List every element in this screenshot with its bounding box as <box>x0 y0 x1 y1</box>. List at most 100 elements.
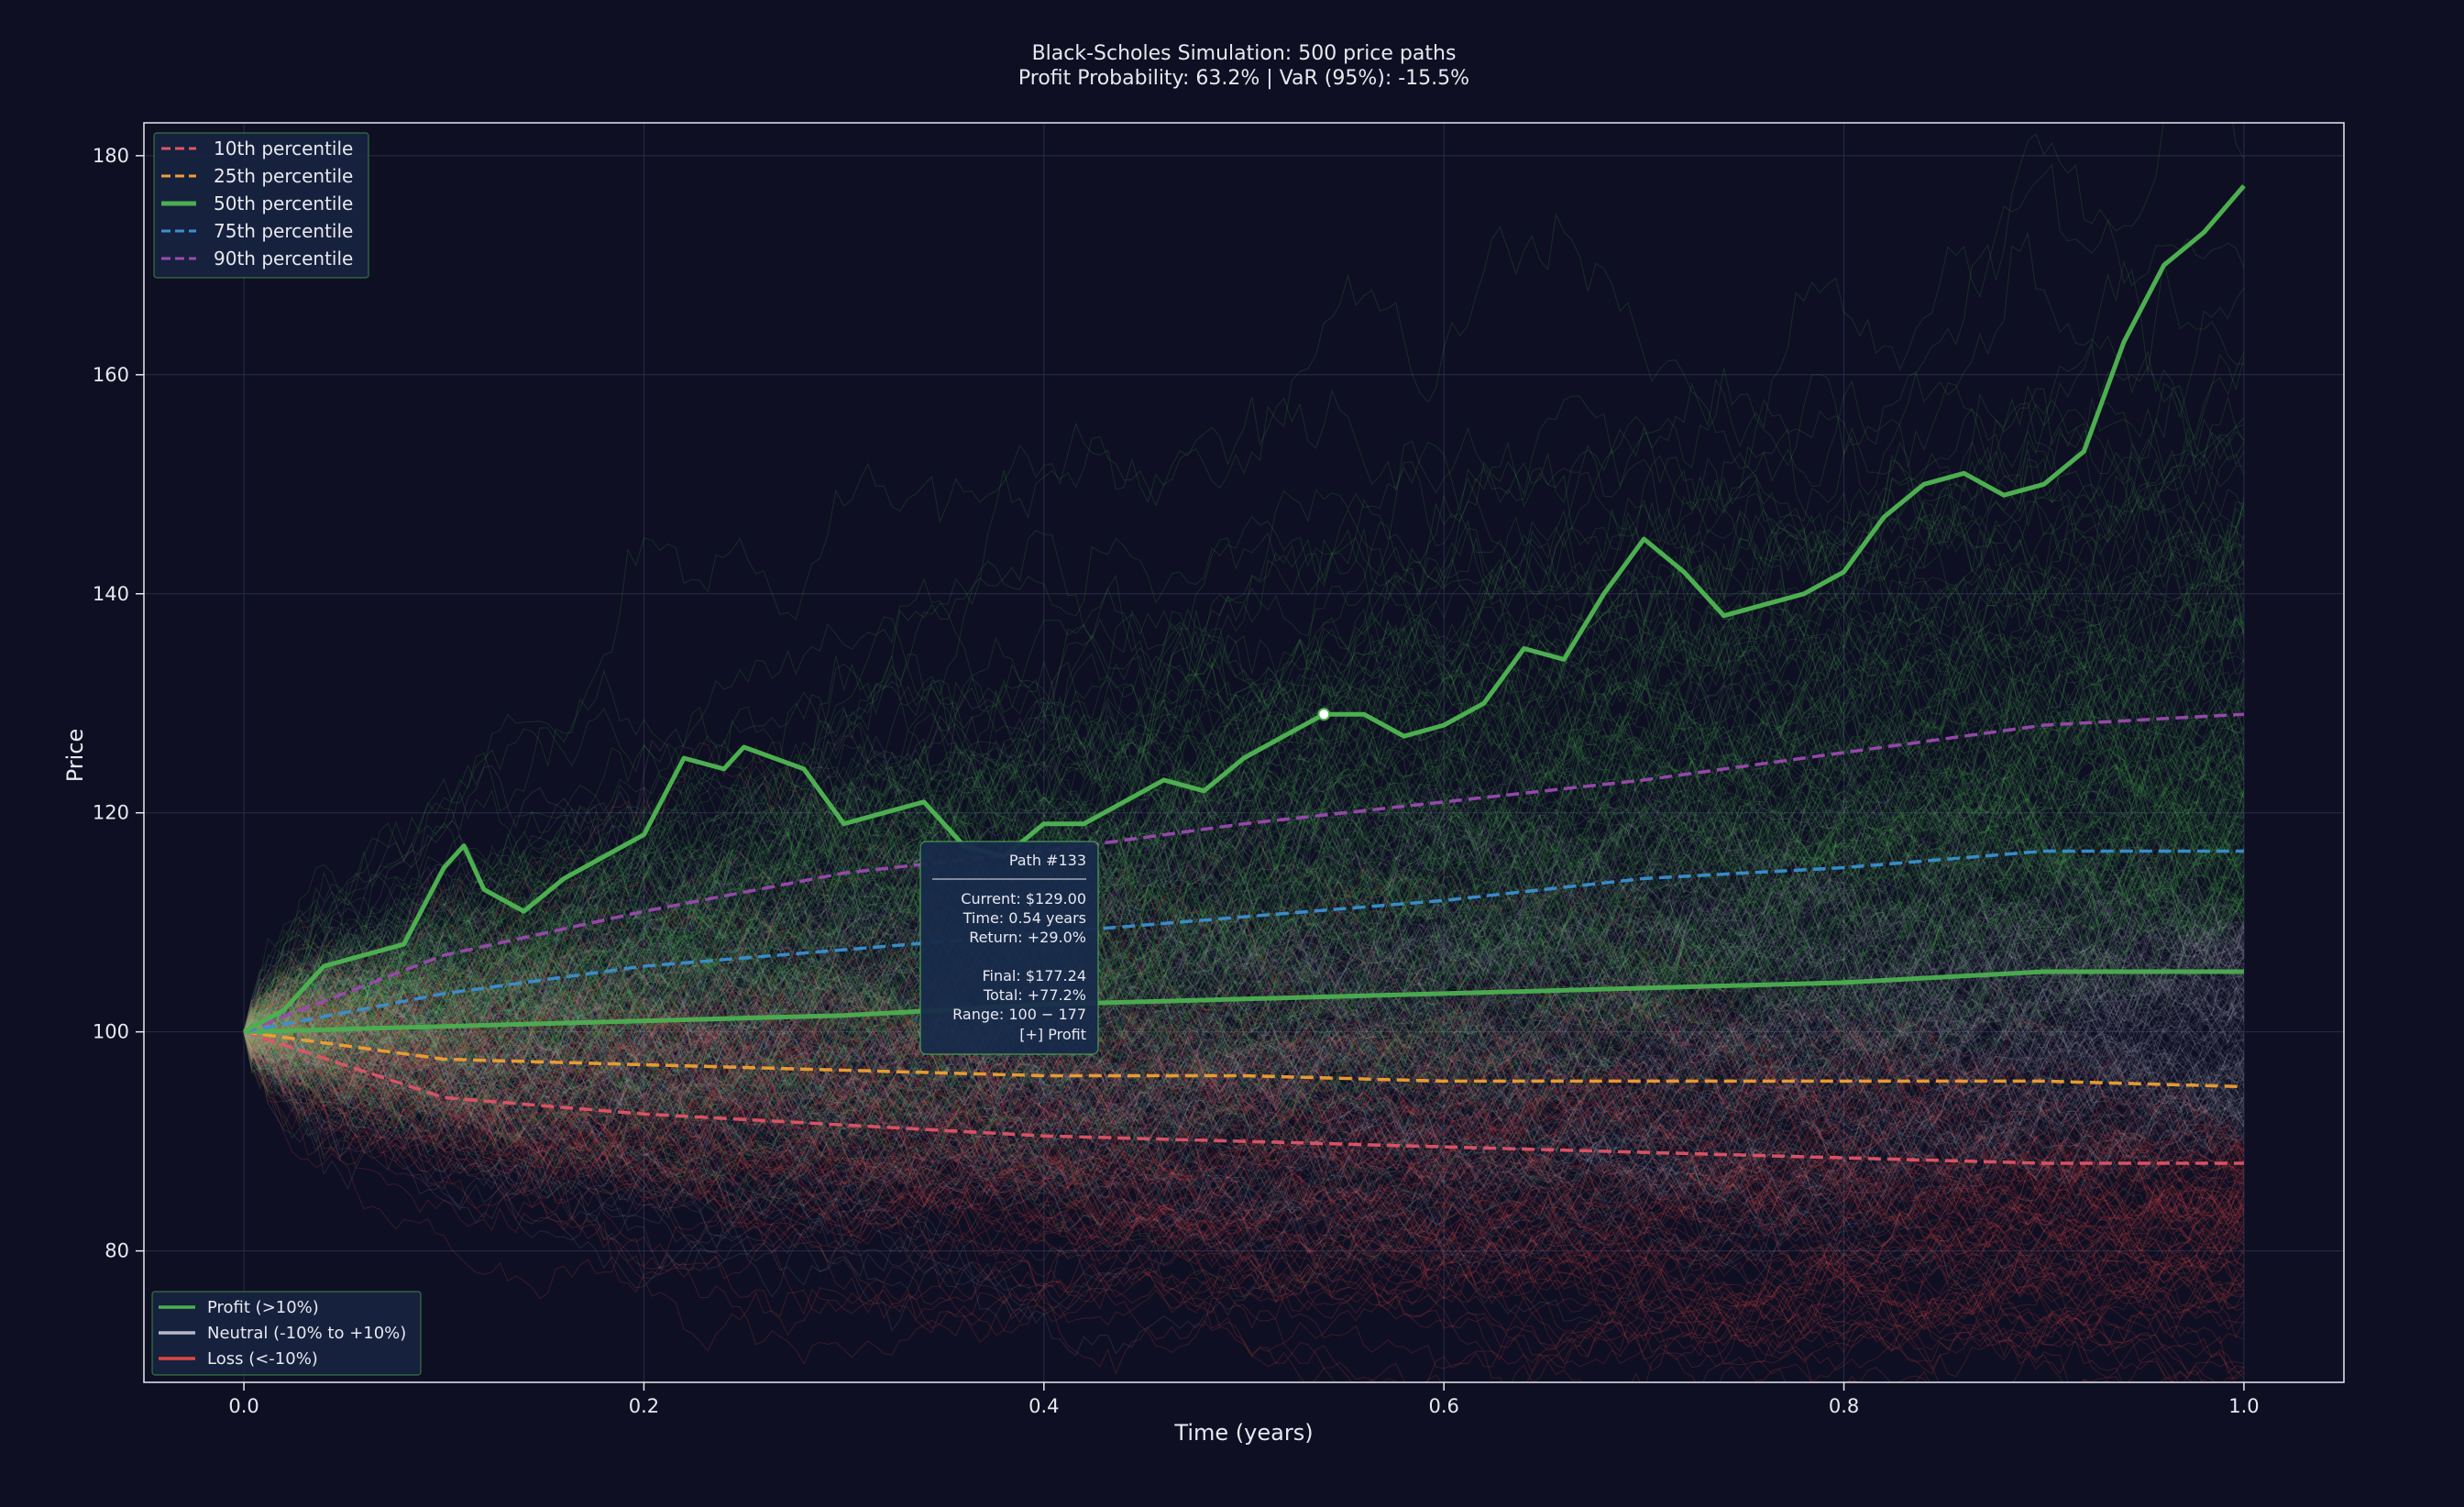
sim-path-170 <box>243 840 2245 1050</box>
sim-path-347 <box>243 1012 2245 1219</box>
sim-path-152 <box>243 970 2244 1210</box>
sim-path-379 <box>243 852 2245 1164</box>
sim-path-417 <box>243 727 2245 1144</box>
sim-path-69 <box>243 658 2245 1088</box>
sim-path-351 <box>243 841 2245 1128</box>
sim-path-166 <box>243 1007 2236 1382</box>
hover-tooltip: Path #133 Current: $129.00 Time: 0.54 ye… <box>919 841 1099 1055</box>
sim-path-337 <box>243 123 2245 1107</box>
sim-path-220 <box>243 925 2245 1176</box>
sim-path-460 <box>243 864 2245 1093</box>
sim-path-64 <box>243 789 2245 1121</box>
sim-path-247 <box>243 909 2245 1180</box>
sim-path-244 <box>243 620 2245 1043</box>
sim-path-356 <box>243 971 2245 1237</box>
sim-path-369 <box>243 816 2245 1177</box>
sim-path-431 <box>243 687 2245 1084</box>
sim-path-22 <box>244 1016 2245 1226</box>
sim-path-419 <box>243 534 2245 1052</box>
sim-path-59 <box>243 680 2245 1033</box>
sim-path-467 <box>243 947 2245 1232</box>
sim-path-232 <box>243 428 2245 1033</box>
sim-path-62 <box>243 980 2245 1256</box>
sim-path-219 <box>243 715 2245 1131</box>
sim-path-353 <box>243 655 2245 1054</box>
sim-path-405 <box>243 823 2245 1090</box>
sim-path-416 <box>244 1005 2245 1266</box>
percentile-line-1 <box>243 1029 2244 1089</box>
sim-path-270 <box>243 866 2245 1234</box>
sim-path-375 <box>243 849 2245 1081</box>
sim-path-297 <box>243 1018 2245 1313</box>
sim-path-229 <box>243 584 2245 1075</box>
sim-path-388 <box>244 986 2245 1195</box>
tooltip-return: Return: +29.0% <box>969 929 1086 946</box>
sim-path-259 <box>243 877 2245 1149</box>
sim-path-267 <box>243 882 2245 1094</box>
sim-path-469 <box>243 865 2245 1243</box>
sim-path-3 <box>243 1007 2245 1232</box>
sim-path-363 <box>243 945 2245 1341</box>
tooltip-total: Total: +77.2% <box>983 986 1086 1004</box>
tooltip-range: Range: 100 − 177 <box>952 1006 1086 1023</box>
grid <box>144 123 2344 1382</box>
sim-path-449 <box>243 948 2245 1360</box>
y-axis: 80 100 120 140 160 180 <box>93 145 144 1262</box>
sim-path-130 <box>243 974 2245 1231</box>
sim-path-450 <box>243 894 2245 1174</box>
sim-path-33 <box>243 896 2245 1101</box>
sim-path-65 <box>243 671 2245 1062</box>
sim-path-154 <box>243 981 2244 1216</box>
sim-path-344 <box>243 874 2245 1218</box>
sim-path-24 <box>243 944 2245 1191</box>
sim-path-377 <box>243 999 2245 1365</box>
sim-path-472 <box>243 713 2245 1080</box>
sim-path-128 <box>243 972 2245 1223</box>
sim-path-118 <box>243 802 2245 1075</box>
sim-path-423 <box>243 888 2244 1157</box>
sim-path-20 <box>243 814 2245 1112</box>
sim-path-101 <box>243 802 2245 1062</box>
sim-path-177 <box>243 709 2245 1123</box>
sim-path-401 <box>243 796 2245 1120</box>
sim-path-208 <box>243 956 2245 1241</box>
sim-path-389 <box>243 989 2245 1320</box>
sim-path-248 <box>243 690 2245 1033</box>
sim-path-144 <box>243 861 2245 1109</box>
sim-path-121 <box>243 875 2245 1316</box>
sim-path-495 <box>243 608 2245 1122</box>
y-tick-label-2: 120 <box>93 802 129 824</box>
sim-path-214 <box>243 975 2245 1380</box>
sim-path-168 <box>243 708 2244 1180</box>
sim-path-12 <box>243 535 2245 1155</box>
sim-path-382 <box>243 1016 2244 1376</box>
sim-path-359 <box>243 990 2245 1382</box>
sim-path-434 <box>243 888 2245 1129</box>
sim-path-106 <box>243 995 2245 1382</box>
sim-path-31 <box>243 1016 2245 1270</box>
sim-path-380 <box>243 766 2245 1097</box>
sim-path-316 <box>243 711 2245 1033</box>
sim-path-436 <box>243 770 2245 1134</box>
sim-path-412 <box>243 926 2245 1273</box>
sim-path-15 <box>243 856 2245 1216</box>
sim-path-366 <box>243 1031 2245 1345</box>
sim-path-132 <box>244 977 2244 1259</box>
sim-path-311 <box>243 720 2245 1116</box>
sim-path-299 <box>243 680 2245 1124</box>
sim-path-227 <box>243 1003 2245 1194</box>
sim-path-30 <box>243 947 2245 1141</box>
sim-path-231 <box>244 610 2245 1072</box>
sim-path-163 <box>243 438 2244 1066</box>
sim-path-474 <box>243 485 2245 1033</box>
sim-path-425 <box>243 1015 2245 1343</box>
sim-path-216 <box>243 886 2245 1064</box>
sim-path-349 <box>243 858 2245 1104</box>
sim-path-327 <box>244 763 2245 1033</box>
sim-path-218 <box>243 917 2244 1091</box>
sim-path-279 <box>243 863 2245 1106</box>
tooltip-box <box>919 841 1099 1055</box>
sim-path-271 <box>243 1001 2245 1326</box>
sim-path-310 <box>243 786 2245 1105</box>
sim-path-34 <box>243 986 2245 1254</box>
